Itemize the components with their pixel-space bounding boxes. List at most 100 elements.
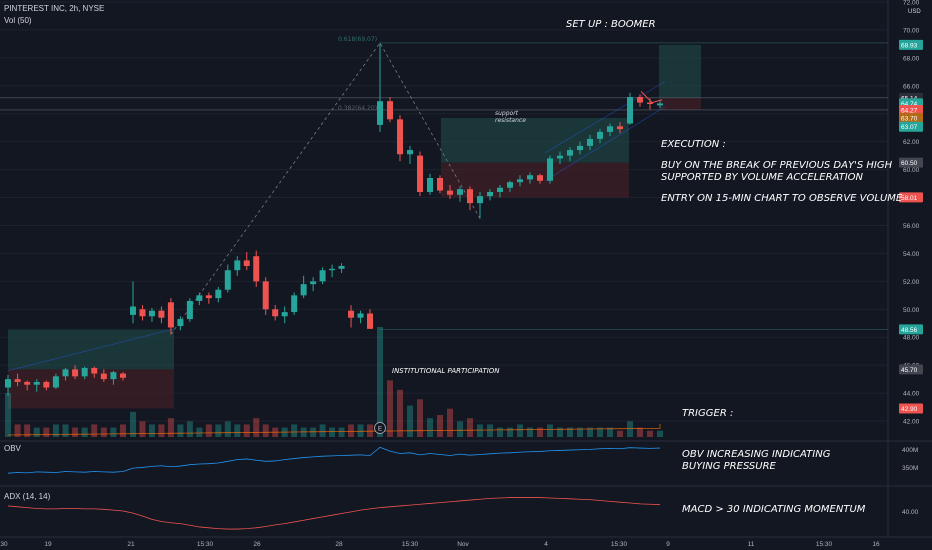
candle-body — [387, 101, 393, 120]
candle-body — [62, 369, 69, 377]
candle-body — [81, 367, 88, 377]
volume-bar — [177, 424, 184, 437]
price-tick: 54.00 — [903, 251, 920, 258]
volume-bar — [120, 424, 126, 437]
candle-body — [224, 270, 231, 290]
candle-body — [300, 284, 307, 296]
candle-body — [24, 381, 31, 385]
volume-bar — [110, 427, 117, 437]
candle-body — [467, 189, 473, 204]
candle-body — [507, 182, 513, 188]
candle-body — [72, 369, 79, 377]
volume-bar — [527, 427, 533, 437]
candle-body — [597, 131, 603, 139]
adx-tick: 40.00 — [902, 509, 919, 516]
execution-line1: BUY ON THE BREAK OF PREVIOUS DAY'S HIGH — [661, 160, 893, 171]
setup-note: SET UP : BOOMER — [566, 19, 656, 30]
execution-line3: ENTRY ON 15-MIN CHART TO OBSERVE VOLUME — [661, 193, 903, 204]
price-label-bg — [899, 403, 923, 414]
channel-line — [544, 81, 666, 154]
candle-body — [167, 302, 174, 328]
candle-body — [497, 187, 503, 192]
target-zone — [8, 329, 174, 370]
candle-body — [557, 155, 563, 159]
time-tick: 21 — [127, 541, 135, 548]
price-label-text: 63.70 — [901, 115, 918, 122]
price-label-text: 48.56 — [901, 327, 918, 334]
candle-body — [272, 309, 279, 317]
candle-body — [647, 102, 653, 104]
volume-bar — [243, 424, 250, 437]
execution-title: EXECUTION : — [661, 139, 726, 150]
candle-body — [130, 306, 136, 315]
candle-body — [587, 138, 593, 146]
time-tick: 19 — [44, 541, 52, 548]
volume-bar — [487, 424, 493, 437]
adx-label: ADX (14, 14) — [4, 492, 51, 501]
target-zone — [659, 44, 701, 98]
time-tick: 15:30 — [611, 541, 628, 548]
volume-bar — [215, 424, 222, 437]
volume-bar — [253, 418, 260, 437]
obv-note-line1: OBV INCREASING INDICATING — [682, 449, 831, 460]
candle-body — [457, 189, 463, 195]
volume-bar — [24, 424, 31, 437]
earnings-marker-label: E — [378, 427, 382, 433]
candle-body — [447, 190, 453, 195]
candle-body — [196, 295, 203, 301]
price-label-bg — [899, 192, 923, 203]
volume-bar — [100, 427, 107, 437]
candle-body — [234, 260, 241, 271]
candle-body — [607, 126, 613, 132]
candle-body — [637, 96, 643, 103]
candle-body — [567, 150, 573, 156]
volume-bar — [397, 389, 403, 437]
candle-body — [319, 270, 326, 282]
price-label-bg — [899, 39, 923, 50]
volume-bar — [607, 427, 613, 437]
candle-body — [148, 310, 155, 317]
candle-body — [329, 268, 336, 271]
candle-body — [537, 175, 543, 181]
candle-body — [52, 376, 59, 388]
candle-body — [5, 379, 11, 388]
volume-bar — [43, 427, 50, 437]
candle-body — [262, 281, 269, 310]
candle-body — [527, 175, 533, 180]
price-label-text: 63.07 — [901, 124, 918, 131]
volume-bar — [637, 427, 643, 437]
target-zone — [441, 117, 629, 163]
volume-bar — [139, 421, 146, 437]
price-tick: 70.00 — [903, 27, 920, 34]
candle-body — [627, 96, 633, 124]
price-label-text: 42.90 — [901, 406, 918, 413]
candle-body — [338, 266, 345, 269]
volume-bar — [577, 427, 583, 437]
zigzag-dashed-line — [170, 42, 481, 335]
volume-bar — [477, 424, 483, 437]
volume-bar — [357, 424, 364, 437]
time-tick: 15:30 — [816, 541, 833, 548]
adx-line — [7, 497, 661, 530]
time-tick: 30 — [0, 541, 8, 548]
time-tick: 4 — [544, 541, 548, 548]
time-tick: 26 — [253, 541, 261, 548]
obv-tick: 350M — [902, 465, 918, 472]
candle-body — [281, 312, 288, 317]
channel-line — [544, 106, 666, 182]
time-tick: 15:30 — [197, 541, 214, 548]
candle-body — [100, 373, 107, 380]
volume-bar — [291, 424, 298, 437]
volume-bar — [310, 427, 317, 437]
volume-bar — [196, 427, 203, 437]
volume-bar — [367, 424, 373, 437]
candle-body — [205, 295, 212, 299]
candle-body — [43, 381, 50, 388]
candle-body — [517, 179, 523, 183]
obv-label: OBV — [4, 444, 21, 453]
stop-zone — [659, 97, 701, 110]
volume-bar — [62, 424, 69, 437]
volume-bar — [186, 421, 193, 437]
candle-body — [547, 158, 553, 181]
